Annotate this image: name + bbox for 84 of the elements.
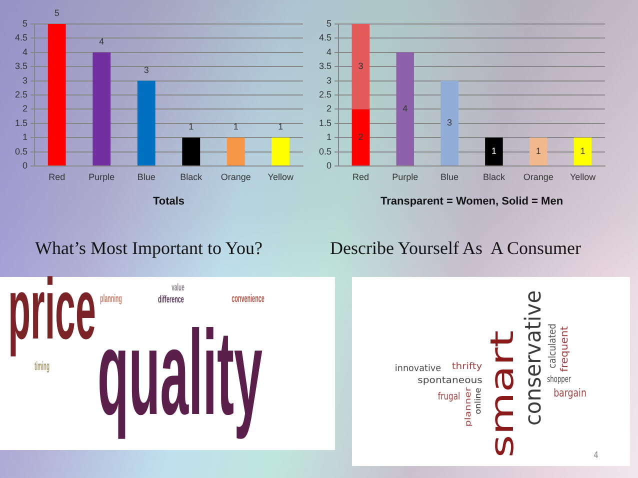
- text: online: [474, 388, 483, 414]
- text: calculated: [547, 324, 558, 368]
- y-tick-label: 3: [22, 75, 28, 86]
- y-tick-label: 1: [22, 132, 28, 142]
- data-label: 4: [402, 103, 408, 114]
- text: difference: [158, 294, 184, 305]
- y-tick-label: 2.5: [14, 89, 28, 100]
- data-label: 3: [358, 61, 364, 72]
- bar: [137, 80, 156, 166]
- bar: [485, 138, 503, 166]
- x-tick-label: Orange: [220, 172, 251, 182]
- data-label: 4: [99, 36, 104, 46]
- y-tick-label: 3.5: [14, 61, 28, 72]
- y-tick-label: 1: [326, 132, 332, 142]
- data-label: 3: [447, 118, 452, 128]
- bar: [48, 24, 66, 166]
- y-tick-label: 4.5: [14, 32, 28, 43]
- x-tick-label: Purple: [392, 172, 418, 182]
- x-tick-label: Yellow: [268, 172, 294, 182]
- bar: [529, 138, 548, 166]
- y-tick-label: 0: [22, 160, 28, 170]
- y-tick-label: 3: [326, 75, 332, 86]
- data-label: 2: [358, 132, 364, 142]
- y-tick-label: 4.5: [318, 32, 332, 43]
- text: conservative: [521, 290, 546, 426]
- text: value: [171, 282, 184, 294]
- y-tick-label: 2: [22, 104, 28, 114]
- text: thrifty: [452, 362, 482, 372]
- text: Describe Yourself As A Consumer: [330, 238, 581, 259]
- data-label: 1: [491, 146, 496, 156]
- bar: [396, 52, 414, 166]
- text: smart: [482, 330, 521, 458]
- y-tick-label: 5: [22, 18, 28, 28]
- y-tick-label: 4: [326, 46, 332, 57]
- y-tick-label: 0.5: [14, 146, 28, 156]
- text: timing: [34, 359, 49, 373]
- x-tick-label: Black: [482, 172, 506, 182]
- bar: [92, 52, 111, 166]
- data-label: 3: [144, 64, 149, 75]
- y-tick-label: 1.5: [14, 118, 28, 128]
- text: price: [8, 260, 96, 360]
- y-tick-label: 0.5: [318, 146, 332, 156]
- x-tick-label: Blue: [440, 172, 459, 182]
- data-label: 5: [54, 8, 60, 18]
- text: bargain: [553, 386, 586, 400]
- text: 4: [594, 451, 598, 461]
- data-label: 1: [536, 146, 541, 156]
- bar: [574, 138, 592, 166]
- text: frequent: [559, 326, 570, 372]
- bar: [226, 138, 245, 166]
- text: quality: [97, 305, 262, 442]
- x-tick-label: Red: [48, 172, 66, 182]
- bar: [352, 24, 370, 110]
- x-tick-label: Yellow: [570, 172, 596, 182]
- text: planning: [100, 293, 122, 305]
- x-tick-label: Red: [352, 172, 369, 182]
- y-tick-label: 4: [22, 46, 28, 57]
- x-tick-label: Black: [180, 172, 203, 182]
- data-label: 1: [580, 146, 586, 156]
- text: shopper: [547, 374, 571, 384]
- y-tick-label: 5: [326, 18, 332, 28]
- y-tick-label: 1.5: [318, 118, 332, 128]
- y-tick-label: 2.5: [318, 89, 332, 100]
- x-tick-label: Blue: [137, 172, 156, 182]
- bar: [440, 80, 458, 166]
- y-tick-label: 0: [326, 160, 332, 170]
- bar: [182, 138, 200, 166]
- text: innovative: [394, 364, 442, 374]
- x-axis-title: Transparent = Women, Solid = Men: [380, 195, 564, 208]
- y-tick-label: 2: [326, 104, 332, 114]
- x-axis-title: Totals: [152, 195, 185, 208]
- text: convenience: [231, 293, 264, 305]
- data-label: 1: [233, 122, 238, 132]
- y-tick-label: 3.5: [318, 61, 332, 72]
- x-tick-label: Purple: [88, 172, 115, 182]
- data-label: 1: [278, 122, 284, 132]
- text: spontaneous: [417, 376, 482, 386]
- bar: [352, 109, 370, 166]
- text: planner: [463, 387, 472, 427]
- bar: [272, 138, 290, 166]
- text: frugal: [438, 392, 460, 402]
- x-tick-label: Orange: [523, 172, 554, 182]
- data-label: 1: [188, 122, 194, 132]
- text: What’s Most Important to You?: [35, 238, 262, 259]
